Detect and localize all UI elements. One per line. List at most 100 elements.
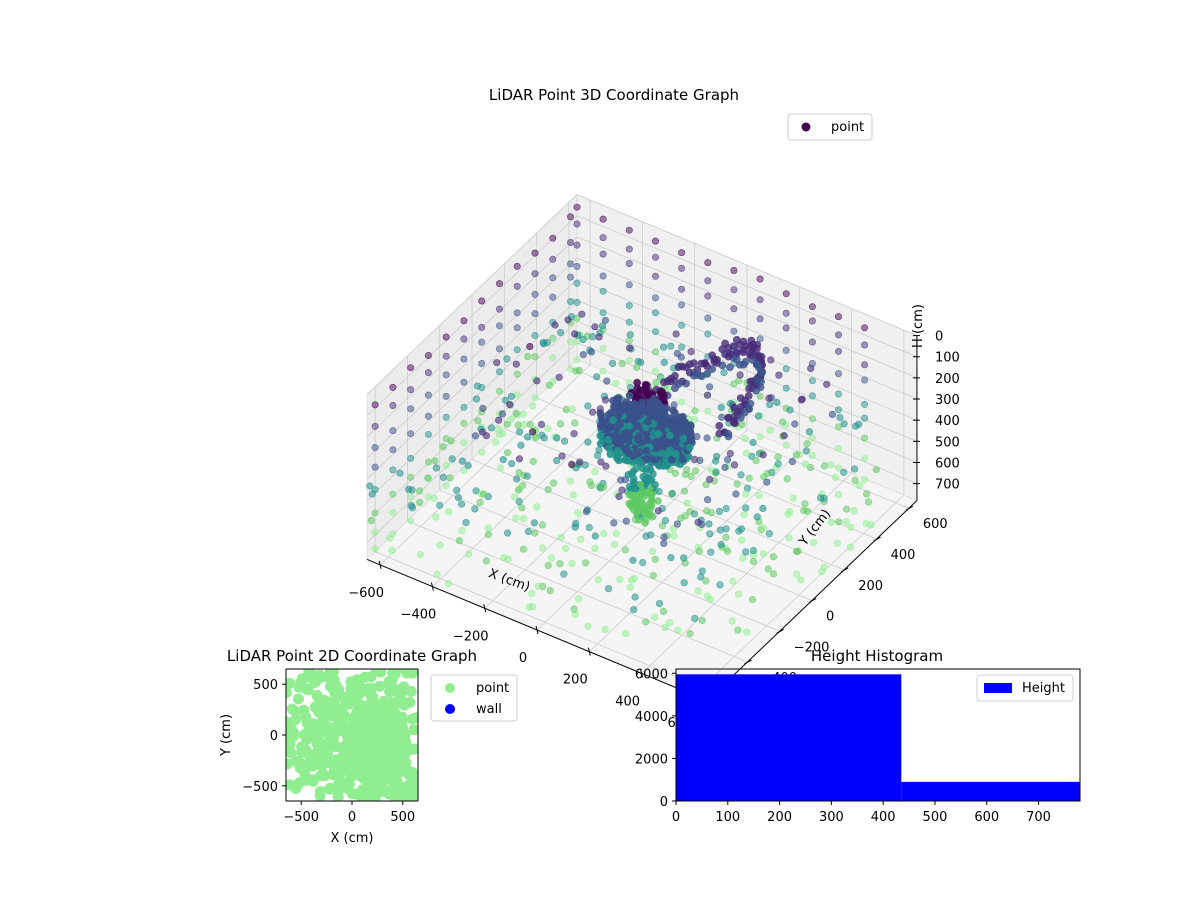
- point-3d: [519, 545, 528, 553]
- point-3d: [514, 421, 522, 429]
- point-3d: [637, 398, 646, 407]
- grid-wally-h: [576, 257, 918, 400]
- point-3d: [658, 387, 666, 396]
- point-3d: [651, 294, 659, 302]
- point-3d: [861, 376, 869, 384]
- point-2d: [405, 685, 417, 697]
- point-3d: [691, 407, 699, 415]
- point-3d: [834, 464, 842, 472]
- point-3d: [573, 298, 581, 306]
- point-3d: [861, 454, 869, 462]
- point-3d: [672, 450, 680, 459]
- point-3d: [674, 362, 683, 371]
- point-3d: [670, 408, 679, 417]
- point-3d: [625, 391, 634, 400]
- point-3d: [558, 452, 566, 460]
- point-3d: [746, 399, 755, 408]
- point-3d: [864, 498, 873, 506]
- point-3d: [367, 516, 375, 525]
- point-2d: [324, 783, 336, 795]
- point-3d: [649, 571, 657, 580]
- point-3d: [553, 457, 561, 465]
- point-3d: [629, 452, 637, 460]
- point-3d: [802, 447, 811, 455]
- point-2d: [290, 706, 301, 717]
- point-3d: [741, 434, 749, 442]
- axis-x-tick-label: 200: [563, 673, 588, 688]
- point-3d: [615, 492, 623, 501]
- point-3d: [629, 556, 637, 564]
- point-3d: [704, 292, 712, 300]
- point-3d: [705, 520, 713, 528]
- point-3d: [805, 428, 814, 436]
- point-3d: [454, 494, 463, 502]
- point-3d: [568, 559, 576, 568]
- point-3d: [595, 446, 603, 454]
- axis-x-tick-label: 400: [615, 694, 640, 709]
- point-3d: [736, 413, 745, 422]
- point-2d: [409, 789, 418, 801]
- chart-hist-ytick-label: 4000: [635, 710, 668, 725]
- hist-bar-0: [676, 674, 902, 801]
- point-3d: [679, 434, 688, 443]
- point-3d: [730, 327, 738, 335]
- point-3d: [748, 595, 757, 604]
- point-3d: [648, 512, 657, 521]
- point-2d: [374, 753, 386, 765]
- point-3d: [703, 434, 711, 442]
- point-3d: [828, 410, 837, 419]
- point-3d: [633, 363, 641, 371]
- point-3d: [717, 403, 725, 412]
- point-3d: [433, 570, 441, 579]
- point-3d: [513, 324, 521, 332]
- point-3d: [808, 434, 816, 442]
- point-3d: [722, 533, 730, 541]
- point-3d: [726, 450, 734, 458]
- point-3d: [625, 245, 633, 253]
- point-3d: [611, 436, 620, 444]
- point-3d: [686, 429, 695, 438]
- point-2d: [329, 687, 341, 699]
- grid-floor-x: [589, 451, 800, 652]
- point-3d: [578, 310, 586, 318]
- point-3d: [458, 526, 466, 535]
- point-3d: [499, 430, 507, 438]
- point-3d: [661, 623, 669, 632]
- point-3d: [678, 321, 686, 329]
- point-3d: [503, 355, 511, 363]
- point-3d: [479, 404, 487, 412]
- point-2d: [383, 788, 395, 800]
- point-3d: [766, 401, 774, 409]
- axis-y-tick: [744, 659, 752, 665]
- point-3d: [442, 371, 450, 379]
- point-2d: [398, 741, 410, 753]
- point-2d: [351, 711, 363, 723]
- axis-y-tick-label: 600: [923, 517, 948, 532]
- axis-y-tick: [905, 505, 914, 511]
- axis-x-tick-label: 0: [519, 651, 527, 666]
- point-3d: [627, 576, 636, 584]
- chart-2d-ticks: −500 −500 0 0 500 500: [242, 678, 415, 825]
- point-3d: [573, 203, 581, 211]
- point-3d: [564, 316, 572, 324]
- hist-bar-1: [901, 781, 1080, 801]
- point-3d: [599, 367, 607, 375]
- point-3d: [723, 456, 732, 464]
- point-3d: [549, 479, 558, 487]
- axis-x-tick: [535, 625, 539, 635]
- point-3d: [543, 338, 551, 347]
- point-3d: [531, 290, 539, 298]
- point-3d: [371, 528, 379, 536]
- point-3d: [407, 364, 415, 372]
- point-3d: [499, 456, 507, 464]
- point-3d: [726, 363, 734, 372]
- point-3d: [782, 309, 790, 317]
- point-3d: [861, 324, 869, 332]
- point-2d: [298, 704, 310, 716]
- point-3d: [834, 331, 842, 339]
- chart-2d-xtick-label: −500: [283, 810, 319, 825]
- point-3d: [571, 419, 579, 427]
- point-3d: [484, 531, 493, 539]
- point-3d: [625, 344, 634, 352]
